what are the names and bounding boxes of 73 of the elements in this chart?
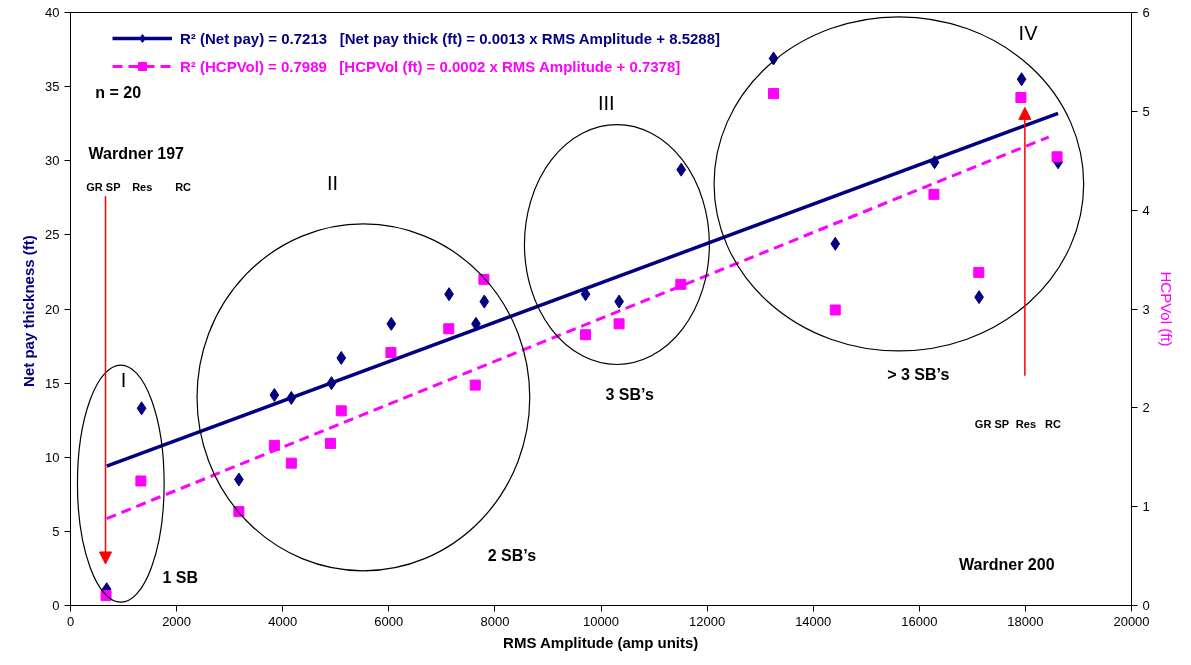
- point: [928, 188, 940, 200]
- x-tick-label: 10000: [582, 613, 620, 629]
- y-tick-label: 20: [45, 301, 60, 317]
- x-tick-label: 16000: [901, 613, 938, 629]
- y2-axis-title: HCPVol (ft): [1157, 271, 1175, 347]
- annotation: RC: [1045, 417, 1061, 430]
- point: [443, 323, 455, 335]
- point: [580, 329, 592, 341]
- y-tick-label: 25: [45, 227, 60, 243]
- point: [469, 379, 481, 391]
- x-tick-label: 12000: [689, 613, 726, 629]
- point: [385, 346, 397, 358]
- point: [269, 387, 280, 402]
- y-tick-label: 30: [45, 153, 60, 169]
- annotation: > 3 SB’s: [887, 365, 950, 383]
- point: [336, 350, 347, 365]
- annotation: III: [597, 91, 615, 114]
- x-tick-label: 20000: [1113, 613, 1150, 629]
- x-tick-label: 4000: [268, 613, 298, 629]
- y-axis-title: Net pay thickness (ft): [20, 235, 38, 387]
- annotation: Res: [1015, 417, 1037, 430]
- y2-tick-label: 2: [1142, 400, 1150, 416]
- point: [768, 88, 780, 100]
- point: [973, 266, 985, 278]
- annotation: Res: [132, 181, 153, 194]
- x-tick-label: 2000: [162, 613, 192, 629]
- point: [580, 287, 591, 302]
- annotation: IV: [1018, 22, 1039, 45]
- y2-tick-label: 3: [1142, 301, 1150, 317]
- point: [324, 437, 336, 449]
- x-axis-title: RMS Amplitude (amp units): [503, 633, 699, 651]
- point: [285, 457, 297, 469]
- y2-tick-label: 1: [1142, 499, 1150, 515]
- point: [1051, 151, 1063, 163]
- x-tick-label: 8000: [480, 613, 510, 629]
- annotation: 2 SB’s: [487, 546, 537, 564]
- x-tick-label: 0: [66, 613, 75, 629]
- y2-tick-label: 4: [1142, 202, 1150, 218]
- annotation: Wardner 200: [959, 556, 1055, 574]
- annotation: II: [327, 171, 339, 194]
- annotation: Wardner 197: [88, 144, 185, 162]
- y-tick-label: 40: [45, 5, 60, 20]
- x-tick-label: 6000: [374, 613, 404, 629]
- point: [335, 405, 347, 417]
- point: [829, 304, 841, 316]
- y-tick-label: 10: [45, 449, 60, 465]
- y2-tick-label: 6: [1142, 5, 1150, 20]
- point: [830, 236, 841, 251]
- y-tick-label: 5: [52, 523, 60, 539]
- point: [135, 475, 147, 487]
- point: [479, 294, 490, 309]
- y2-tick-label: 5: [1142, 103, 1150, 119]
- annotation: RC: [175, 181, 192, 194]
- annotation: GR SP: [974, 417, 1010, 430]
- annotation: 3 SB’s: [605, 386, 654, 404]
- annotation: n = 20: [95, 84, 142, 102]
- y-tick-label: 15: [45, 375, 60, 391]
- legend-label: R² (HCPVol) = 0.7989 [HCPVol (ft) = 0.0002 x RMS Amplitude + 0.7378]: [180, 57, 681, 75]
- y2-tick-label: 0: [1142, 598, 1150, 613]
- y-tick-label: 0: [52, 598, 60, 613]
- point: [613, 318, 625, 330]
- annotation: GR SP: [86, 181, 121, 194]
- x-tick-label: 18000: [1007, 613, 1044, 629]
- annotation: I: [120, 369, 127, 392]
- point: [136, 401, 147, 416]
- y-tick-label: 35: [45, 79, 60, 95]
- point: [1015, 92, 1027, 103]
- point: [1016, 72, 1027, 87]
- point: [386, 316, 397, 331]
- x-tick-label: 14000: [795, 613, 832, 629]
- point: [676, 162, 687, 177]
- legend-label: R² (Net pay) = 0.7213 [Net pay thick (ft) = 0.0013 x RMS Amplitude + 8.5288]: [180, 29, 721, 47]
- annotation: 1 SB: [162, 568, 199, 586]
